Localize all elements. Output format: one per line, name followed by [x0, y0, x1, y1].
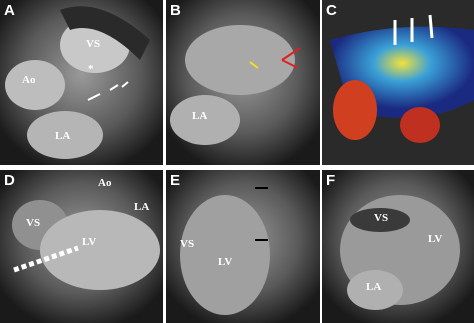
structure-label: VS — [374, 212, 388, 224]
panel-b — [166, 0, 320, 165]
structure-label: LA — [366, 281, 381, 293]
structure-label: Ao — [98, 177, 112, 189]
panel-letter: F — [326, 172, 335, 189]
panel-letter: E — [170, 172, 180, 189]
panel-c — [322, 0, 474, 165]
panel-a — [0, 0, 163, 165]
structure-label: LA — [134, 201, 149, 213]
structure-label: LA — [192, 110, 207, 122]
panel-d — [0, 170, 163, 323]
panel-e — [166, 170, 320, 323]
structure-label: LV — [82, 236, 96, 248]
structure-label: * — [88, 63, 94, 75]
panel-letter: D — [4, 172, 15, 189]
structure-label: VS — [26, 217, 40, 229]
structure-label: LA — [55, 130, 70, 142]
panel-f — [322, 170, 474, 323]
structure-label: VS — [180, 238, 194, 250]
structure-label: VS — [86, 38, 100, 50]
structure-label: LV — [428, 233, 442, 245]
structure-label: LV — [218, 256, 232, 268]
structure-label: Ao — [22, 74, 36, 86]
panel-letter: C — [326, 2, 337, 19]
panel-letter: A — [4, 2, 15, 19]
panel-letter: B — [170, 2, 181, 19]
